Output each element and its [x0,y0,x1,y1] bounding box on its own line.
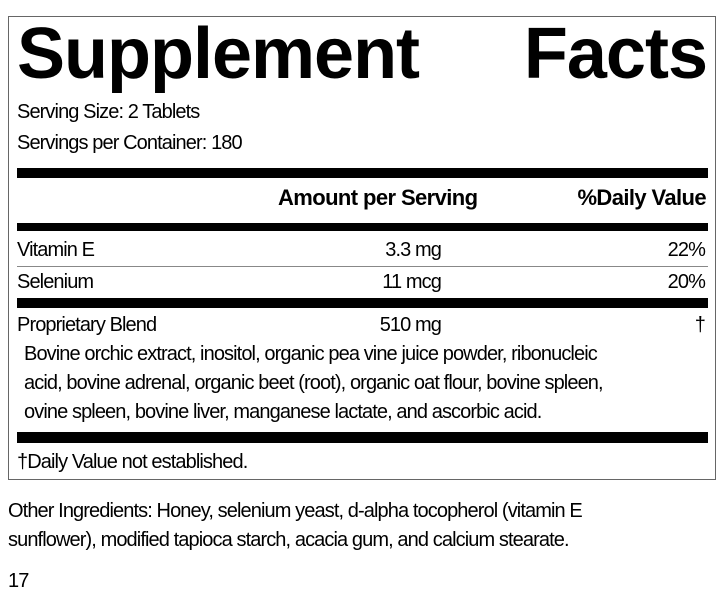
divider-thick [17,168,708,178]
row-amount: 510 mg [379,314,442,336]
header-daily-value: %Daily Value [577,185,706,210]
supplement-facts-panel [8,16,716,480]
divider-thick [17,223,708,231]
blend-ingredients-line: ovine spleen, bovine liver, manganese la… [24,401,542,423]
page-number: 17 [8,570,29,592]
row-dv: † [694,314,706,336]
row-dv: 22% [667,239,706,261]
panel-title: Supplement Facts [17,12,708,96]
row-name: Proprietary Blend [17,314,157,336]
blend-ingredients-line: acid, bovine adrenal, organic beet (root… [24,372,604,394]
row-dv: 20% [667,271,706,293]
blend-ingredients-line: Bovine orchic extract, inositol, organic… [24,343,598,365]
divider-thick [17,432,708,443]
footnote: †Daily Value not established. [17,451,248,473]
other-ingredients-line: Other Ingredients: Honey, selenium yeast… [8,500,583,522]
row-amount: 11 mcg [382,271,442,293]
row-name: Selenium [17,271,94,293]
row-name: Vitamin E [17,239,95,261]
servings-per-container: Servings per Container: 180 [17,132,243,154]
title-word-supplement: Supplement [17,14,420,94]
row-amount: 3.3 mg [385,239,442,261]
serving-size: Serving Size: 2 Tablets [17,101,200,123]
title-word-facts: Facts [523,14,708,94]
divider-thin [17,266,708,267]
divider-thick [17,298,708,308]
other-ingredients-line: sunflower), modified tapioca starch, aca… [8,529,570,551]
header-amount: Amount per Serving [278,185,478,210]
